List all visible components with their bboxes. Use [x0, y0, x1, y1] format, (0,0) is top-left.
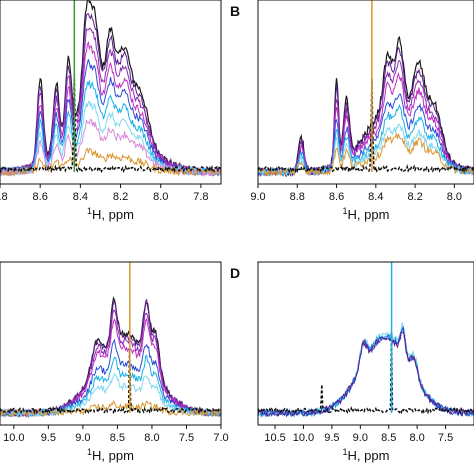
x-tick-label: 10.0: [293, 432, 314, 444]
x-tick-label: 8.0: [410, 432, 425, 444]
x-tick-label: 9.0: [250, 191, 265, 203]
x-axis-label: 1H, ppm: [343, 206, 390, 222]
x-axis-label: 1H, ppm: [87, 206, 134, 222]
series-line-orange: [257, 132, 474, 177]
series-line-purple: [0, 27, 222, 177]
x-axis-label-text: H, ppm: [348, 448, 390, 463]
series-line-black: [0, 0, 222, 177]
x-tick-label: 8.6: [329, 191, 344, 203]
x-tick-label: 9.5: [41, 432, 56, 444]
x-tick-label: 8.0: [153, 191, 168, 203]
series-line-pink: [0, 118, 222, 178]
x-axis-label: 1H, ppm: [343, 447, 390, 463]
x-tick-label: 8.8: [290, 191, 305, 203]
axis-frame: [257, 261, 474, 426]
panel-d: 10.5 10.0 9.5 9.0 8.5 8.0 7.5 1H, ppm D: [230, 261, 474, 463]
reference-dashed-line: [257, 78, 474, 174]
series-line-dark-purple: [0, 13, 222, 176]
x-axis-label-superscript: 1: [87, 206, 92, 216]
x-tick-label: 8.2: [407, 191, 422, 203]
x-tick-label: 8.6: [33, 191, 48, 203]
panel-label: D: [230, 265, 240, 281]
x-axis-label-superscript: 1: [343, 206, 348, 216]
x-tick-label: 9.0: [75, 432, 90, 444]
axis-frame: [0, 0, 222, 185]
panel-label: B: [230, 3, 240, 19]
x-tick-label: 8.5: [110, 432, 125, 444]
x-axis-label-text: H, ppm: [92, 207, 134, 222]
x-tick-label: 8.4: [73, 191, 88, 203]
x-tick-label: 8.4: [368, 191, 383, 203]
x-axis-label-text: H, ppm: [92, 448, 134, 463]
panel-b: 9.0 8.8 8.6 8.4 8.2 8.0 1H, ppm B: [230, 0, 474, 222]
series-line-dark-purple: [257, 331, 474, 417]
x-tick-label: 10.0: [3, 432, 24, 444]
x-axis-label-superscript: 1: [87, 447, 92, 457]
x-tick-label: 8.0: [144, 432, 159, 444]
axis-frame: [257, 0, 474, 185]
x-tick-label: 8.0: [447, 191, 462, 203]
x-axis-label: 1H, ppm: [87, 447, 134, 463]
x-axis-label-superscript: 1: [343, 447, 348, 457]
x-tick-label: 8.2: [113, 191, 128, 203]
x-tick-label: 8.8: [0, 191, 8, 203]
x-tick-label: 8.5: [381, 432, 396, 444]
panel-a: 8.8 8.6 8.4 8.2 8.0 7.8 1H, ppm: [0, 0, 222, 222]
reference-dashed-line: [0, 74, 222, 175]
x-tick-label: 9.0: [353, 432, 368, 444]
x-tick-label: 7.5: [438, 432, 453, 444]
x-tick-label: 7.8: [193, 191, 208, 203]
reference-dashed-line: [0, 350, 222, 416]
x-tick-label: 9.5: [324, 432, 339, 444]
series-line-light-cyan: [0, 372, 222, 418]
x-tick-label: 7.0: [213, 432, 228, 444]
series-line-light-cyan: [257, 322, 474, 418]
x-tick-label: 10.5: [264, 432, 285, 444]
reference-dashed-line: [257, 331, 474, 415]
x-axis-label-text: H, ppm: [348, 207, 390, 222]
panel-c: 10.0 9.5 9.0 8.5 8.0 7.5 7.0 1H, ppm: [0, 261, 229, 463]
axis-frame: [0, 261, 222, 426]
x-tick-label: 7.5: [179, 432, 194, 444]
series-line-blue: [257, 325, 474, 418]
